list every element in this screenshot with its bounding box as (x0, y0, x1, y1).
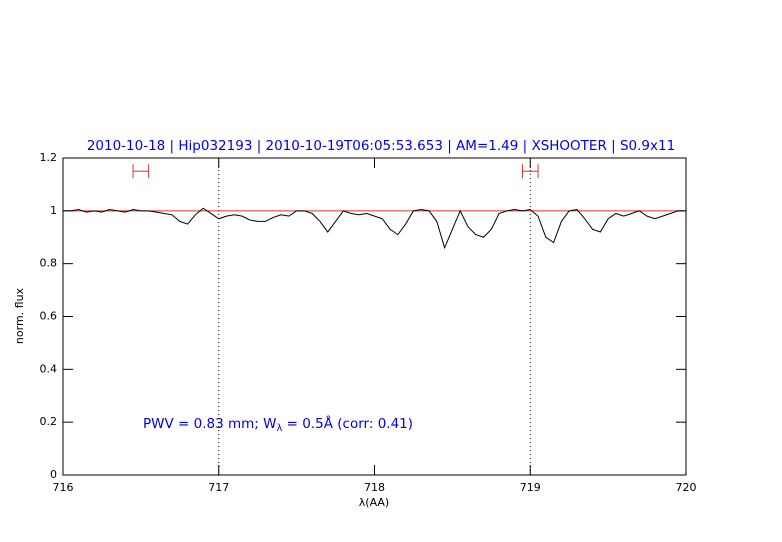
y-axis-label: norm. flux (13, 287, 26, 344)
x-tick-label: 717 (208, 481, 229, 494)
x-tick-label: 719 (520, 481, 541, 494)
y-tick-label: 0.6 (40, 310, 58, 323)
annotation-text: PWV = 0.83 mm; W (143, 416, 276, 432)
y-tick-label: 1 (50, 204, 57, 217)
annotation: PWV = 0.83 mm; Wλ = 0.5Å (corr: 0.41) (143, 415, 413, 434)
x-tick-label: 720 (676, 481, 697, 494)
y-tick-label: 0.8 (40, 257, 58, 270)
annotation-text: = 0.5Å (corr: 0.41) (282, 415, 413, 432)
y-tick-label: 0.2 (40, 415, 58, 428)
x-tick-label: 716 (53, 481, 74, 494)
chart-title: 2010-10-18 | Hip032193 | 2010-10-19T06:0… (87, 138, 675, 154)
spectrum-line (63, 207, 686, 250)
x-tick-label: 718 (364, 481, 385, 494)
y-tick-label: 1.2 (40, 151, 58, 164)
annotation-subscript: λ (276, 423, 282, 434)
y-tick-label: 0 (50, 468, 57, 481)
x-axis-label: λ(AA) (359, 496, 389, 509)
y-tick-label: 0.4 (40, 362, 58, 375)
